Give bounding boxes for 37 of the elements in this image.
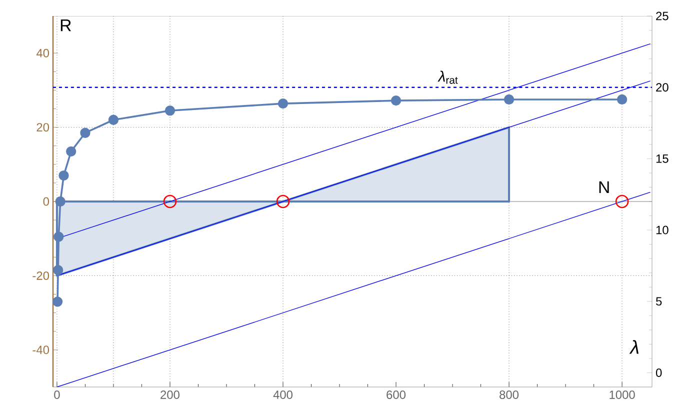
- x-tick-label: 600: [386, 390, 406, 399]
- point: [164, 106, 176, 116]
- y-tick-label: 40: [36, 48, 50, 58]
- y2-tick-label: 0: [656, 368, 662, 377]
- y2-tick-label: 15: [656, 154, 668, 163]
- point: [58, 170, 69, 181]
- y-tick-label: 0: [43, 197, 50, 206]
- y-tick-label: 20: [36, 123, 50, 132]
- y2-axis-title: λ: [629, 340, 638, 354]
- y2-tick-label: 20: [656, 83, 668, 92]
- x-tick-label: 0: [54, 390, 60, 399]
- point: [54, 232, 64, 242]
- point: [615, 194, 629, 208]
- point: [108, 114, 119, 125]
- point: [278, 98, 288, 109]
- y-tick-label: -20: [32, 271, 50, 280]
- point: [276, 194, 290, 208]
- x-tick-label: 200: [160, 390, 180, 399]
- x-tick-label: 1000: [610, 390, 635, 399]
- point: [66, 146, 76, 156]
- y2-tick-label: 25: [656, 12, 668, 20]
- y2-tick-label: 10: [656, 226, 668, 234]
- point: [80, 128, 90, 138]
- y-tick-label: -40: [32, 346, 50, 354]
- point: [390, 96, 402, 106]
- point: [53, 265, 64, 276]
- point: [52, 296, 63, 307]
- point: [55, 196, 66, 207]
- point: [616, 94, 628, 105]
- point: [504, 94, 514, 105]
- ref-line-label: λ$_{rat}$: [438, 70, 458, 84]
- y2-tick-label: 5: [656, 297, 662, 306]
- point: [163, 194, 177, 208]
- y-axis-title: R: [60, 20, 71, 32]
- x-tick-label: 400: [273, 390, 293, 399]
- x-tick-label: 800: [500, 390, 519, 399]
- x-axis-title: N: [599, 181, 609, 193]
